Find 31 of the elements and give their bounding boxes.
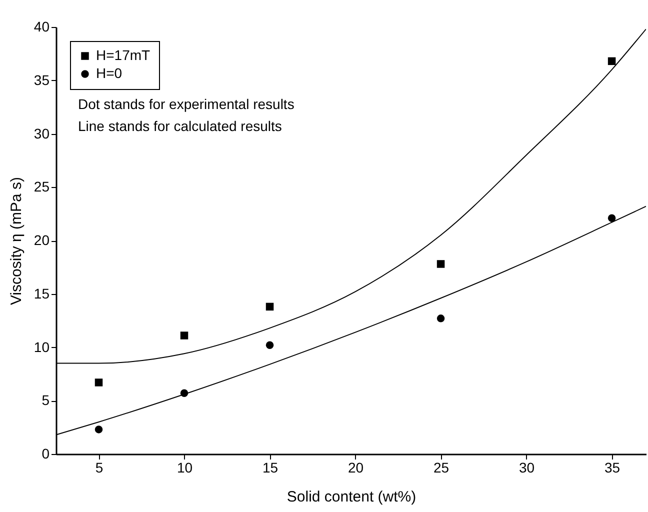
legend-label: H=0 [96, 65, 122, 81]
point [608, 57, 616, 66]
point [180, 332, 188, 340]
y-tick-label: 20 [34, 232, 50, 248]
x-tick-label: 5 [95, 460, 104, 476]
y-tick-label: 0 [42, 446, 50, 462]
x-axis-title: Solid content (wt%) [286, 488, 416, 506]
legend-label: H=17mT [96, 47, 151, 63]
point [266, 302, 274, 311]
y-tick-label: 30 [34, 125, 50, 142]
point [436, 314, 445, 322]
y-tick-label: 15 [34, 285, 50, 302]
y-axis-title: Viscosity η (mPa s) [8, 176, 25, 306]
point [94, 378, 103, 386]
point [436, 260, 445, 268]
point [266, 341, 274, 349]
x-tick-label: 15 [262, 460, 278, 476]
x-tick-label: 25 [433, 460, 450, 476]
x-tick-label: 20 [348, 460, 364, 476]
x-tick-label: 30 [519, 460, 535, 476]
point [94, 426, 103, 434]
y-tick-label: 10 [34, 338, 50, 355]
annotation: Line stands for calculated results [78, 118, 282, 134]
y-tick-label: 35 [34, 72, 50, 88]
x-tick-label: 10 [176, 460, 193, 476]
y-tick-label: 40 [34, 18, 50, 34]
y-tick-label: 5 [42, 392, 50, 408]
y-tick-label: 25 [34, 178, 50, 195]
x-tick-label: 35 [604, 460, 620, 476]
annotation: Dot stands for experimental results [78, 96, 294, 112]
point [608, 214, 616, 222]
